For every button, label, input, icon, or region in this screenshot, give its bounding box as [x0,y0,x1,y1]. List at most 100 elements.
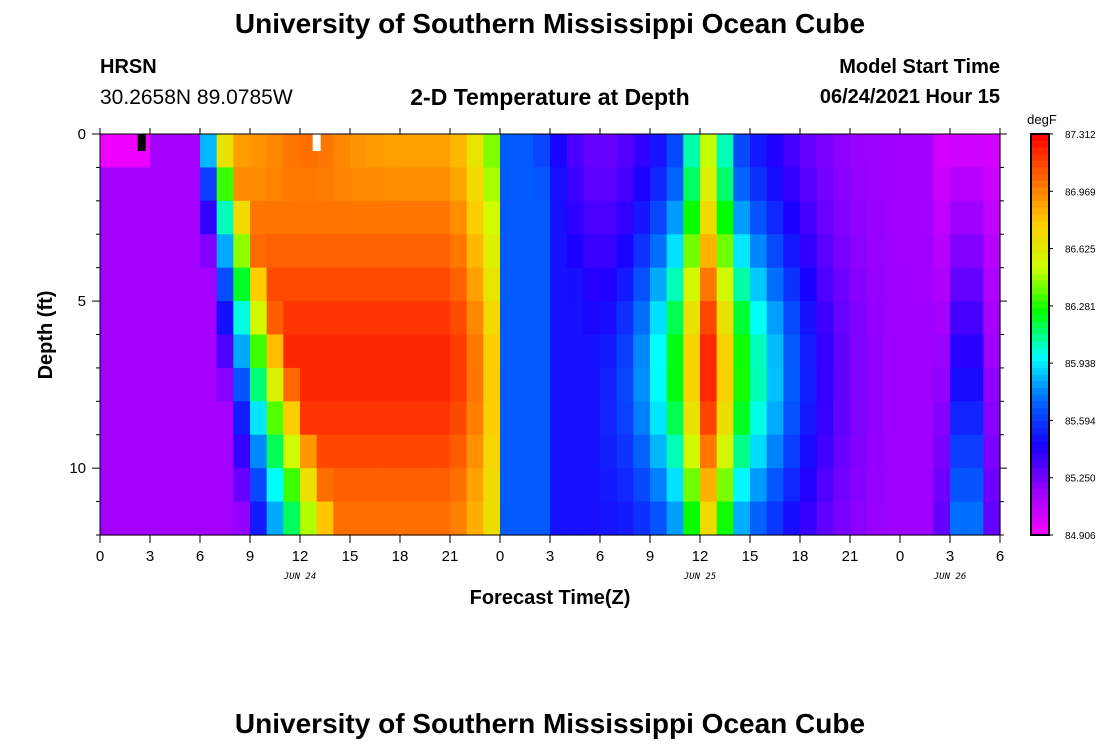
colorbar-segment [1031,421,1049,429]
x-tick-label: 6 [196,548,204,565]
heatmap-cell [633,134,651,169]
heatmap-cell [700,434,718,469]
heatmap-cell [750,468,768,503]
heatmap-cell [783,401,801,436]
x-tick-label: 0 [96,548,104,565]
heatmap-cell [766,334,784,369]
heatmap-cell [883,234,901,269]
heatmap-cell [833,167,851,202]
heatmap-cell [183,434,201,469]
heatmap-cell [500,468,518,503]
heatmap-cell [400,301,418,336]
x-tick-label: 21 [842,548,859,565]
heatmap-cell [800,134,818,169]
heatmap-cell [533,468,551,503]
heatmap-cell [466,468,484,503]
heatmap-cell [616,301,634,336]
heatmap-cell [233,234,251,269]
heatmap-cell [983,501,1001,536]
heatmap-cell [600,367,618,402]
heatmap-cell [733,367,751,402]
heatmap-cell [316,301,334,336]
heatmap-cell [366,267,384,302]
heatmap-cell [433,367,451,402]
heatmap-cell [416,434,434,469]
heatmap-cell [816,267,834,302]
heatmap-cell [666,401,684,436]
heatmap-cell [783,167,801,202]
heatmap-cell [616,501,634,536]
heatmap-cell [933,401,951,436]
heatmap-cell [800,234,818,269]
heatmap-cell [316,334,334,369]
colorbar-tick-label: 85.250 [1065,474,1096,485]
heatmap-cell [866,200,884,235]
heatmap-cell [733,134,751,169]
x-tick-label: 0 [496,548,504,565]
heatmap-cell [483,434,501,469]
x-tick-label: 15 [342,548,359,565]
heatmap-cell [466,334,484,369]
heatmap-cell [116,401,134,436]
colorbar-segment [1031,468,1049,476]
heatmap-cell [366,434,384,469]
heatmap-cell [783,267,801,302]
heatmap-cell [766,434,784,469]
heatmap-cell [850,301,868,336]
heatmap-cell [633,367,651,402]
colorbar-tick-label: 85.938 [1065,359,1096,370]
heatmap-cell [483,167,501,202]
heatmap-cell [100,234,118,269]
heatmap-cell [766,401,784,436]
heatmap-cell [266,334,284,369]
heatmap-cell [483,301,501,336]
heatmap-cell [650,134,668,169]
heatmap-cell [716,234,734,269]
heatmap-cell [166,134,184,169]
heatmap-cell [250,234,268,269]
heatmap-cell [800,468,818,503]
heatmap-cell [583,334,601,369]
heatmap-cell [550,468,568,503]
heatmap-cell [366,200,384,235]
heatmap-cell [516,200,534,235]
heatmap-cell [583,267,601,302]
heatmap-cell [300,301,318,336]
heatmap-cell [733,200,751,235]
heatmap-cell [566,334,584,369]
heatmap-cell [966,200,984,235]
heatmap-cell [983,468,1001,503]
heatmap-cell [683,367,701,402]
heatmap-cell [166,200,184,235]
colorbar-segment [1031,267,1049,275]
heatmap-cell [800,501,818,536]
heatmap-cell [150,367,168,402]
heatmap-cell [516,334,534,369]
heatmap-cell [900,468,918,503]
heatmap-cell [916,134,934,169]
heatmap-cell [366,134,384,169]
colorbar-segment [1031,140,1049,148]
y-axis-label: Depth (ft) [35,291,57,380]
model-start-label: Model Start Time [839,56,1000,78]
heatmap-cell [616,234,634,269]
heatmap-cell [916,167,934,202]
heatmap-cell [483,501,501,536]
colorbar-segment [1031,381,1049,389]
heatmap-cell [650,234,668,269]
heatmap-cell [350,334,368,369]
heatmap-cell [433,334,451,369]
heatmap-cell [583,134,601,169]
heatmap-cell [616,134,634,169]
heatmap-cell [783,301,801,336]
colorbar-segment [1031,301,1049,309]
heatmap-cell [933,134,951,169]
colorbar-segment [1031,521,1049,529]
x-axis-label: Forecast Time(Z) [470,587,631,609]
heatmap-cell [666,134,684,169]
heatmap-cell [950,234,968,269]
heatmap-cell [966,367,984,402]
heatmap-cell [933,167,951,202]
heatmap-cell [100,468,118,503]
colorbar-segment [1031,281,1049,289]
